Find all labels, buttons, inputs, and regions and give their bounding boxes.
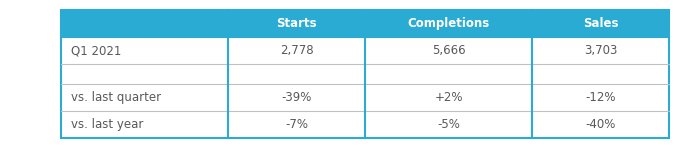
Bar: [61, 10, 669, 37]
Text: vs. last year: vs. last year: [71, 118, 144, 131]
Text: Sales: Sales: [583, 17, 618, 30]
Text: -40%: -40%: [585, 118, 616, 131]
Bar: [61, 10, 669, 138]
Text: -39%: -39%: [281, 91, 312, 104]
Text: Q1 2021: Q1 2021: [71, 44, 122, 57]
Text: -12%: -12%: [585, 91, 616, 104]
Text: +2%: +2%: [435, 91, 463, 104]
Text: 2,778: 2,778: [280, 44, 314, 57]
Text: vs. last quarter: vs. last quarter: [71, 91, 162, 104]
Text: 5,666: 5,666: [432, 44, 465, 57]
Text: 3,703: 3,703: [584, 44, 617, 57]
Text: Starts: Starts: [276, 17, 317, 30]
Text: Completions: Completions: [407, 17, 490, 30]
Text: -5%: -5%: [437, 118, 460, 131]
Text: -7%: -7%: [285, 118, 308, 131]
